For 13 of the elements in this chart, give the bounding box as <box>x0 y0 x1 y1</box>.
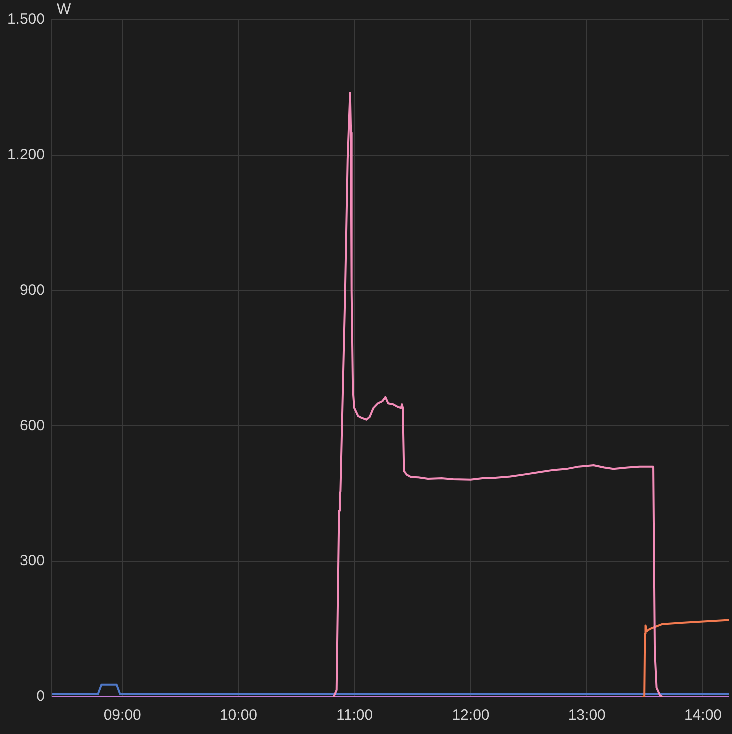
y-tick-label: 300 <box>20 552 45 570</box>
x-tick-label: 12:00 <box>452 707 490 724</box>
y-axis-title: W <box>57 1 72 18</box>
y-tick-label: 900 <box>20 282 45 299</box>
x-tick-label: 09:00 <box>104 707 142 724</box>
x-tick-label: 14:00 <box>684 707 722 724</box>
y-tick-label: 600 <box>20 417 45 434</box>
y-tick-label: 0 <box>36 688 45 706</box>
x-tick-label: 11:00 <box>336 707 374 724</box>
x-tick-label: 10:00 <box>220 707 258 724</box>
x-tick-label: 13:00 <box>568 707 606 724</box>
y-tick-label: 1.200 <box>7 146 45 164</box>
y-tick-label: 1.500 <box>7 11 45 28</box>
